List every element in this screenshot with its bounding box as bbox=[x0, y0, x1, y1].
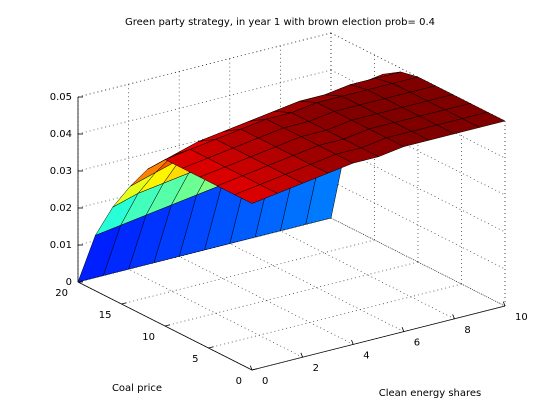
x-tick bbox=[300, 352, 303, 358]
x-tick bbox=[502, 301, 506, 307]
y-tick-label: 10 bbox=[142, 332, 155, 343]
x-tick-label: 2 bbox=[313, 363, 319, 374]
grid-line bbox=[280, 230, 455, 320]
y-tick bbox=[251, 368, 258, 371]
grid-line bbox=[229, 243, 404, 332]
z-tick-label: 0.03 bbox=[50, 166, 72, 177]
z-tick-label: 0.01 bbox=[50, 240, 72, 251]
grid-line bbox=[179, 256, 354, 345]
x-tick bbox=[249, 365, 253, 371]
chart-title: Green party strategy, in year 1 with bro… bbox=[125, 17, 435, 28]
x-tick-label: 0 bbox=[262, 376, 268, 387]
surface-patch bbox=[233, 184, 278, 204]
y-tick bbox=[208, 346, 214, 349]
y-axis-label: Coal price bbox=[112, 383, 162, 394]
y-tick-label: 20 bbox=[55, 288, 68, 299]
grid-line bbox=[330, 217, 506, 307]
x-tick-label: 10 bbox=[515, 312, 528, 323]
z-tick-label: 0.05 bbox=[50, 92, 72, 103]
z-tick-label: 0 bbox=[66, 277, 72, 288]
grid-line bbox=[330, 217, 506, 307]
x-axis-label: Clean energy shares bbox=[379, 388, 482, 399]
x-tick bbox=[401, 327, 405, 332]
x-tick-label: 6 bbox=[414, 338, 420, 349]
z-tick-label: 0.04 bbox=[50, 129, 72, 140]
y-tick bbox=[121, 302, 127, 305]
z-tick-label: 0.02 bbox=[50, 203, 72, 214]
y-tick-label: 5 bbox=[192, 354, 198, 365]
y-tick-label: 15 bbox=[99, 310, 112, 321]
x-axis bbox=[251, 305, 506, 371]
x-tick bbox=[452, 314, 455, 319]
grid-line bbox=[128, 268, 303, 358]
x-tick-label: 4 bbox=[363, 350, 369, 361]
x-tick-label: 8 bbox=[464, 325, 470, 336]
y-tick bbox=[164, 324, 171, 327]
y-tick-label: 0 bbox=[236, 376, 242, 387]
grid-line bbox=[330, 32, 506, 122]
x-tick bbox=[351, 339, 354, 345]
grid-line bbox=[330, 180, 506, 270]
